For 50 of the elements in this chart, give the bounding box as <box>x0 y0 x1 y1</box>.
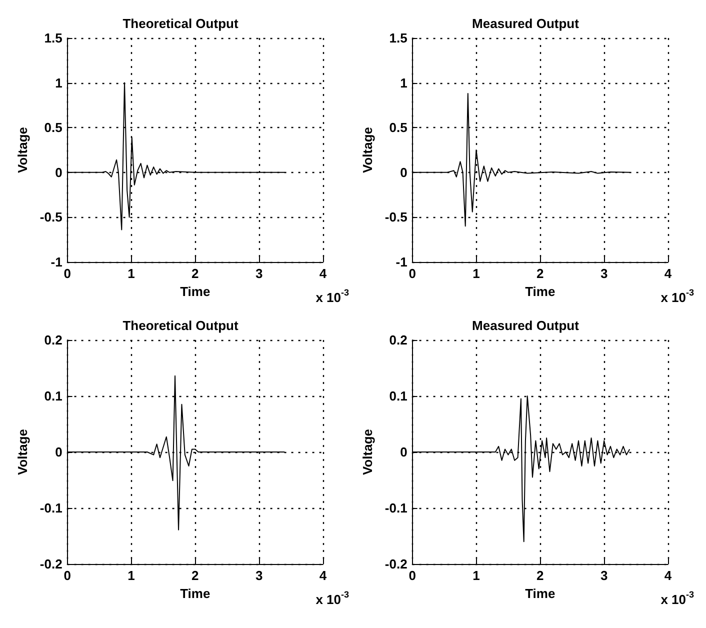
x-tick-label: 4 <box>664 266 672 281</box>
y-axis-title: Voltage <box>360 429 375 475</box>
y-tick-label: 1 <box>400 75 408 90</box>
y-tick-label: 0.1 <box>44 388 62 404</box>
y-axis-title: Voltage <box>15 127 30 173</box>
y-tick-label: 0.1 <box>389 388 408 404</box>
x-tick-label: 4 <box>319 568 328 583</box>
y-tick-label: -0.1 <box>40 500 62 516</box>
chart-title: Measured Output <box>472 16 580 31</box>
y-tick-label: -0.5 <box>384 210 408 225</box>
x-tick-label: 1 <box>472 568 480 583</box>
x-axis-title: Time <box>180 586 210 601</box>
y-tick-label: 0.5 <box>389 120 408 136</box>
y-tick-label: 1.5 <box>44 30 62 46</box>
y-tick-label: 0 <box>400 164 408 180</box>
y-tick-label: 0.5 <box>44 120 62 136</box>
x-tick-label: 4 <box>319 266 328 281</box>
x-tick-label: 1 <box>128 266 135 281</box>
y-tick-label: -0.5 <box>40 210 62 225</box>
x-axis-title: Time <box>525 586 556 601</box>
y-tick-label: 1 <box>55 75 62 90</box>
x-axis-title: Time <box>525 284 556 299</box>
y-tick-label: 0.2 <box>389 332 408 348</box>
chart-title: Theoretical Output <box>122 318 239 333</box>
y-tick-label: -0.2 <box>40 556 62 572</box>
y-tick-label: 0.2 <box>44 332 62 348</box>
chart-title: Theoretical Output <box>122 16 239 31</box>
y-axis-title: Voltage <box>360 127 375 173</box>
x-tick-label: 2 <box>536 568 544 583</box>
y-axis-title: Voltage <box>15 429 30 475</box>
x-tick-label: 2 <box>192 568 199 583</box>
y-tick-label: 0 <box>55 164 62 180</box>
y-tick-label: -0.1 <box>384 500 408 516</box>
y-tick-label: -0.2 <box>384 556 408 572</box>
x-tick-label: 2 <box>192 266 199 281</box>
y-tick-label: 0 <box>55 444 62 460</box>
x-tick-label: 4 <box>664 568 672 583</box>
y-tick-label: 1.5 <box>389 30 408 46</box>
x-tick-label: 3 <box>255 266 263 281</box>
x-tick-label: 1 <box>128 568 135 583</box>
x-tick-label: 3 <box>600 266 608 281</box>
x-tick-label: 3 <box>255 568 263 583</box>
chart-title: Measured Output <box>472 318 580 333</box>
x-axis-title: Time <box>180 284 210 299</box>
x-tick-label: 3 <box>600 568 608 583</box>
y-tick-label: -1 <box>396 254 408 270</box>
x-tick-label: 2 <box>536 266 544 281</box>
x-tick-label: 1 <box>472 266 480 281</box>
y-tick-label: 0 <box>400 444 408 460</box>
y-tick-label: -1 <box>50 254 62 270</box>
